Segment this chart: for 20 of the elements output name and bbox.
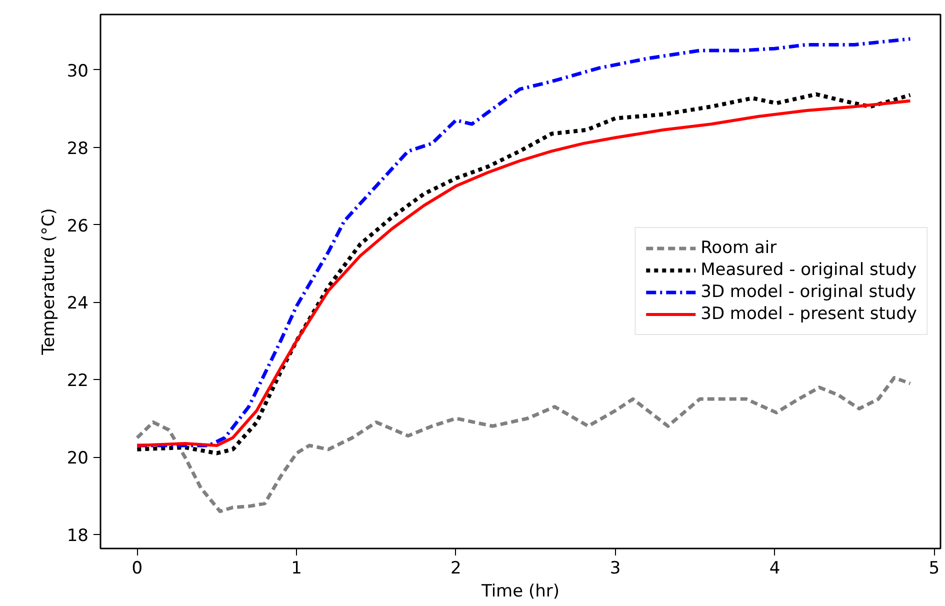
- x-tick-label: 0: [132, 558, 143, 578]
- y-tick-label: 28: [66, 138, 89, 159]
- y-axis-title: Temperature (°C): [38, 208, 59, 356]
- legend-label: Room air: [700, 238, 777, 258]
- x-axis-title: Time (hr): [480, 582, 560, 602]
- x-tick-label: 5: [928, 558, 940, 578]
- x-tick-label: 2: [450, 558, 462, 578]
- y-tick-label: 26: [66, 216, 89, 236]
- y-tick-label: 30: [66, 61, 89, 82]
- x-tick-label: 4: [769, 558, 780, 578]
- y-tick-label: 18: [66, 526, 89, 546]
- x-tick-label: 1: [291, 558, 302, 578]
- y-tick-label: 24: [66, 294, 89, 314]
- legend-label: Measured - original study: [700, 260, 917, 280]
- legend-label: 3D model - original study: [700, 282, 916, 302]
- x-tick-label: 3: [610, 558, 621, 578]
- legend-label: 3D model - present study: [700, 304, 917, 324]
- y-tick-label: 20: [66, 448, 89, 469]
- y-tick-label: 22: [66, 371, 89, 392]
- line-series: [135, 376, 912, 514]
